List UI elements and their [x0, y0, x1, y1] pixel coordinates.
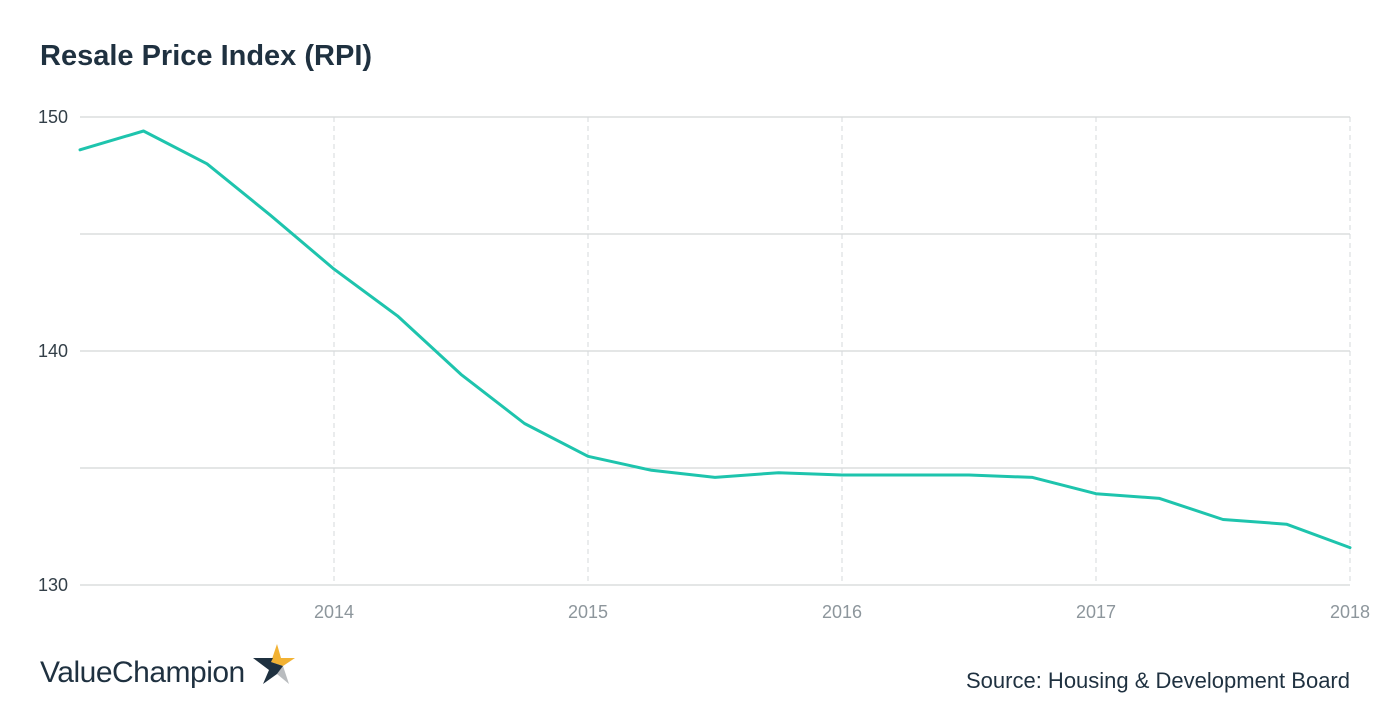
x-tick-label: 2014	[314, 602, 354, 622]
x-tick-label: 2018	[1330, 602, 1370, 622]
brand-name: ValueChampion	[40, 656, 245, 689]
chart-title: Resale Price Index (RPI)	[40, 40, 373, 72]
series-layer	[78, 129, 1352, 550]
grid-layer	[80, 116, 1351, 586]
source-note: Source: Housing & Development Board	[966, 668, 1350, 693]
series-line	[78, 129, 1352, 550]
x-tick-label: 2016	[822, 602, 862, 622]
y-tick-label: 150	[38, 107, 68, 127]
star-icon	[252, 644, 295, 684]
x-tick-label: 2017	[1076, 602, 1116, 622]
y-tick-label: 130	[38, 575, 68, 595]
y-tick-label: 140	[38, 341, 68, 361]
x-tick-label: 2015	[568, 602, 608, 622]
brand-logo: ValueChampion	[40, 644, 297, 690]
tick-layer: 2014 2015 2016 2017 2018 130 140 150	[38, 107, 1370, 622]
